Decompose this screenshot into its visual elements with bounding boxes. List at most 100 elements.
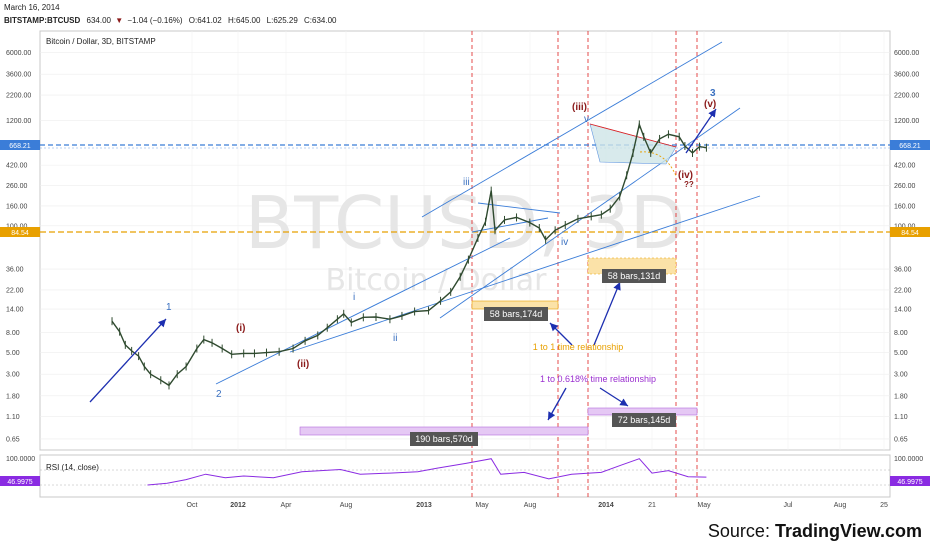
y-tick-label: 1.10	[6, 414, 20, 421]
watermark-name: Bitcoin / Dollar	[326, 263, 548, 298]
y-tick-label: 2200.00	[894, 93, 919, 100]
svg-text:(iv): (iv)	[678, 170, 693, 181]
y-tick-label: 14.00	[6, 307, 24, 314]
down-triangle-icon: ▼	[115, 16, 123, 25]
y-tick-label: 160.00	[6, 203, 28, 210]
svg-text:190 bars,570d: 190 bars,570d	[415, 434, 473, 444]
svg-text:668.21: 668.21	[9, 143, 31, 150]
svg-text:(ii): (ii)	[297, 359, 309, 370]
y-tick-label: 6000.00	[894, 50, 919, 57]
y-tick-label: 1.80	[894, 393, 908, 400]
rsi-axis-labels: 100.0000 100.0000 46.9975 46.9975	[0, 456, 930, 486]
header-symbol: BITSTAMP:BTCUSD	[4, 16, 81, 25]
y-tick-label: 420.00	[6, 163, 28, 170]
x-tick-label: 25	[880, 502, 888, 509]
relationship-label-1to1: 1 to 1 time relationship	[533, 342, 624, 352]
y-tick-label: 2200.00	[6, 93, 31, 100]
main-pane	[39, 30, 891, 451]
y-tick-label: 1200.00	[6, 118, 31, 125]
y-tick-label: 1.80	[6, 393, 20, 400]
rsi-pane	[39, 454, 891, 498]
y-tick-label: 0.65	[6, 436, 20, 443]
x-tick-label: Apr	[281, 502, 293, 509]
y-tick-label: 36.00	[6, 267, 24, 274]
x-tick-label: 21	[648, 502, 656, 509]
y-tick-label: 3600.00	[894, 72, 919, 79]
svg-text:(i): (i)	[236, 323, 245, 334]
y-tick-label: 0.65	[894, 436, 908, 443]
y-tick-label: 5.00	[6, 350, 20, 357]
y-tick-label: 260.00	[894, 183, 916, 190]
chart-title: Bitcoin / Dollar, 3D, BITSTAMP	[46, 37, 156, 46]
svg-text:84.54: 84.54	[901, 230, 919, 237]
x-tick-label: Jul	[784, 502, 793, 509]
x-tick-label: Oct	[187, 502, 198, 509]
y-tick-label: 3.00	[894, 372, 908, 379]
y-tick-label: 5.00	[894, 350, 908, 357]
x-tick-label: 2014	[598, 502, 614, 509]
y-axis-left: 6000.00 3600.00 2200.00 1200.00 420.00 260.00…	[6, 50, 31, 443]
header-low: 625.29	[273, 16, 298, 25]
header-close: 634.00	[312, 16, 337, 25]
y-tick-label: 1.10	[894, 414, 908, 421]
svg-text:46.9975: 46.9975	[7, 479, 32, 486]
header-open: 641.02	[197, 16, 222, 25]
price-marker-668: 668.21 668.21	[0, 140, 930, 150]
y-tick-label: 260.00	[6, 183, 28, 190]
x-tick-label: 2012	[230, 502, 246, 509]
header-high: 645.00	[236, 16, 261, 25]
svg-text:(iii): (iii)	[572, 102, 587, 113]
svg-text:??: ??	[684, 180, 694, 189]
bar-count-labels: 58 bars,174d 58 bars,131d 190 bars,570d …	[410, 269, 676, 446]
watermark-symbol: BTCUSD, 3D	[245, 181, 685, 265]
header-price: 634.00	[87, 16, 112, 25]
wave-labels-red: (i) (ii) (iii) (iv) ?? (v)	[236, 99, 716, 370]
svg-text:72 bars,145d: 72 bars,145d	[618, 415, 671, 425]
x-tick-label: Aug	[834, 502, 847, 509]
x-tick-label: May	[697, 502, 711, 509]
y-axis-right: 6000.00 3600.00 2200.00 1200.00 420.00 260.00…	[894, 50, 919, 443]
header-quote: BITSTAMP:BTCUSD 634.00 ▼ −1.04 (−0.16%) …	[4, 16, 337, 25]
annotation-arrows	[89, 108, 717, 421]
price-candles	[111, 120, 707, 390]
svg-text:100.0000: 100.0000	[894, 456, 923, 463]
svg-text:(v): (v)	[704, 99, 716, 110]
header-change: −1.04 (−0.16%)	[127, 16, 182, 25]
svg-text:58 bars,131d: 58 bars,131d	[608, 271, 661, 281]
y-tick-label: 100.00	[6, 223, 28, 230]
source-credit: Source: TradingView.com	[708, 521, 922, 542]
x-tick-label: Aug	[524, 502, 537, 509]
y-tick-label: 1200.00	[894, 118, 919, 125]
x-tick-label: May	[475, 502, 489, 509]
trend-lines	[215, 41, 761, 385]
y-tick-label: 8.00	[6, 330, 20, 337]
wave-labels-blue: 1 2 i ii iii iv v 3	[166, 88, 716, 400]
y-tick-label: 22.00	[894, 287, 912, 294]
svg-text:v: v	[584, 114, 589, 125]
y-tick-label: 6000.00	[6, 50, 31, 57]
svg-text:46.9975: 46.9975	[897, 479, 922, 486]
grid-lines	[40, 31, 890, 450]
x-tick-label: 2013	[416, 502, 432, 509]
svg-text:2: 2	[216, 389, 222, 400]
y-tick-label: 36.00	[894, 267, 912, 274]
svg-text:3: 3	[710, 88, 716, 99]
x-tick-label: Aug	[340, 502, 353, 509]
y-tick-label: 3600.00	[6, 72, 31, 79]
y-tick-label: 14.00	[894, 307, 912, 314]
price-marker-84: 84.54 84.54	[0, 227, 930, 237]
svg-text:iv: iv	[561, 237, 568, 248]
source-prefix: Source:	[707, 521, 775, 541]
y-tick-label: 8.00	[894, 330, 908, 337]
y-tick-label: 420.00	[894, 163, 916, 170]
y-tick-label: 3.00	[6, 372, 20, 379]
svg-text:668.21: 668.21	[899, 143, 921, 150]
svg-text:iii: iii	[463, 177, 470, 188]
x-axis: Oct 2012 Apr Aug 2013 May Aug 2014 21 May Jul Aug 25	[187, 502, 888, 509]
y-tick-label: 160.00	[894, 203, 916, 210]
svg-text:84.54: 84.54	[11, 230, 29, 237]
svg-text:58 bars,174d: 58 bars,174d	[490, 309, 543, 319]
svg-text:1: 1	[166, 302, 172, 313]
svg-text:i: i	[353, 292, 355, 303]
